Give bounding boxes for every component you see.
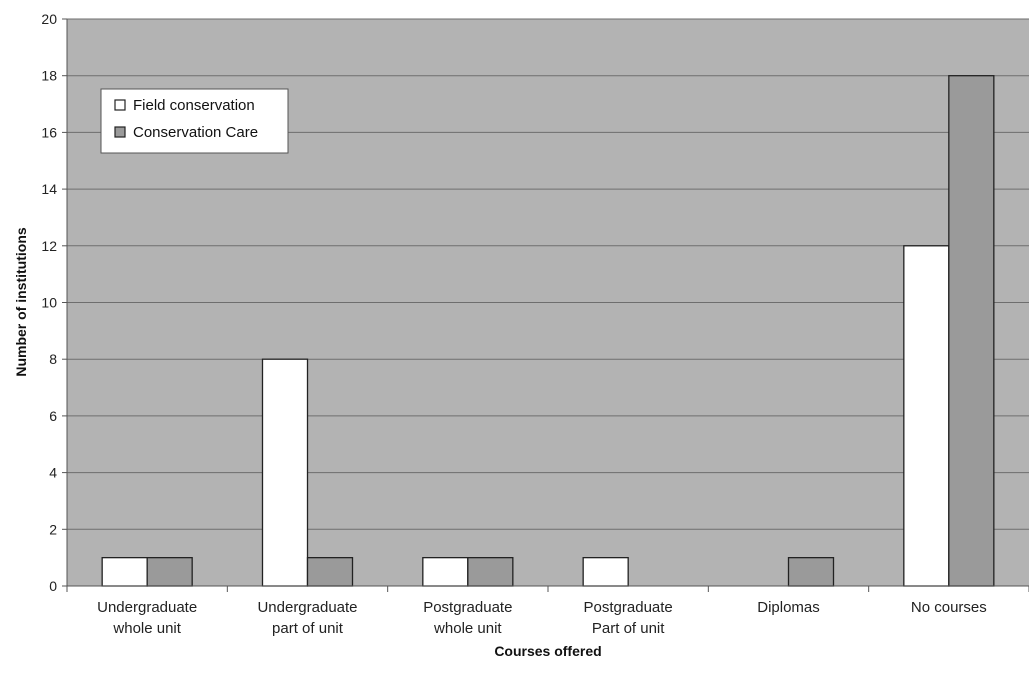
- x-tick-label: Undergraduate whole unit: [97, 599, 197, 637]
- bar-field-conservation: [101, 557, 148, 587]
- x-tick-label: Postgraduate whole unit: [423, 599, 512, 637]
- axes: [62, 18, 1029, 592]
- y-tick-label: 18: [41, 68, 57, 84]
- y-tick-label: 12: [41, 238, 57, 254]
- y-tick-label: 10: [41, 295, 57, 311]
- legend-swatch-field-conservation: [114, 99, 126, 111]
- bar-conservation-care: [948, 75, 995, 587]
- legend-box: [100, 88, 289, 154]
- y-tick-label: 20: [41, 11, 57, 27]
- y-tick-label: 0: [49, 578, 57, 594]
- x-tick-labels: Undergraduate whole unit Undergraduate part…: [97, 599, 987, 637]
- y-tick-label: 14: [41, 181, 57, 197]
- legend-swatch-conservation-care: [114, 126, 126, 138]
- bar-conservation-care: [787, 557, 835, 587]
- bar-field-conservation: [903, 245, 950, 587]
- y-tick-label: 6: [49, 408, 57, 424]
- x-tick-label: Postgraduate Part of unit: [584, 599, 673, 637]
- y-tick-labels: 0 2 4 6 8 10 12 14 16 18 20: [41, 11, 57, 594]
- y-tick-label: 16: [41, 124, 57, 140]
- x-tick-label: No courses: [911, 599, 987, 616]
- bar-conservation-care: [146, 557, 193, 587]
- y-tick-label: 4: [49, 465, 57, 481]
- y-tick-label: 2: [49, 521, 57, 537]
- y-axis-title: Number of institutions: [13, 227, 29, 377]
- legend-label-conservation-care: Conservation Care: [133, 124, 258, 141]
- bar-field-conservation: [582, 557, 629, 587]
- x-tick-label: Undergraduate part of unit: [257, 599, 357, 637]
- bars: [101, 75, 995, 587]
- x-axis-title: Courses offered: [494, 643, 601, 659]
- legend: Field conservation Conservation Care: [100, 88, 289, 154]
- legend-label-field-conservation: Field conservation: [133, 97, 255, 114]
- y-tick-label: 8: [49, 351, 57, 367]
- bar-conservation-care: [467, 557, 514, 587]
- bar-conservation-care: [306, 557, 354, 587]
- bar-field-conservation: [261, 358, 309, 587]
- x-tick-label: Diplomas: [757, 599, 820, 616]
- bar-field-conservation: [422, 557, 469, 587]
